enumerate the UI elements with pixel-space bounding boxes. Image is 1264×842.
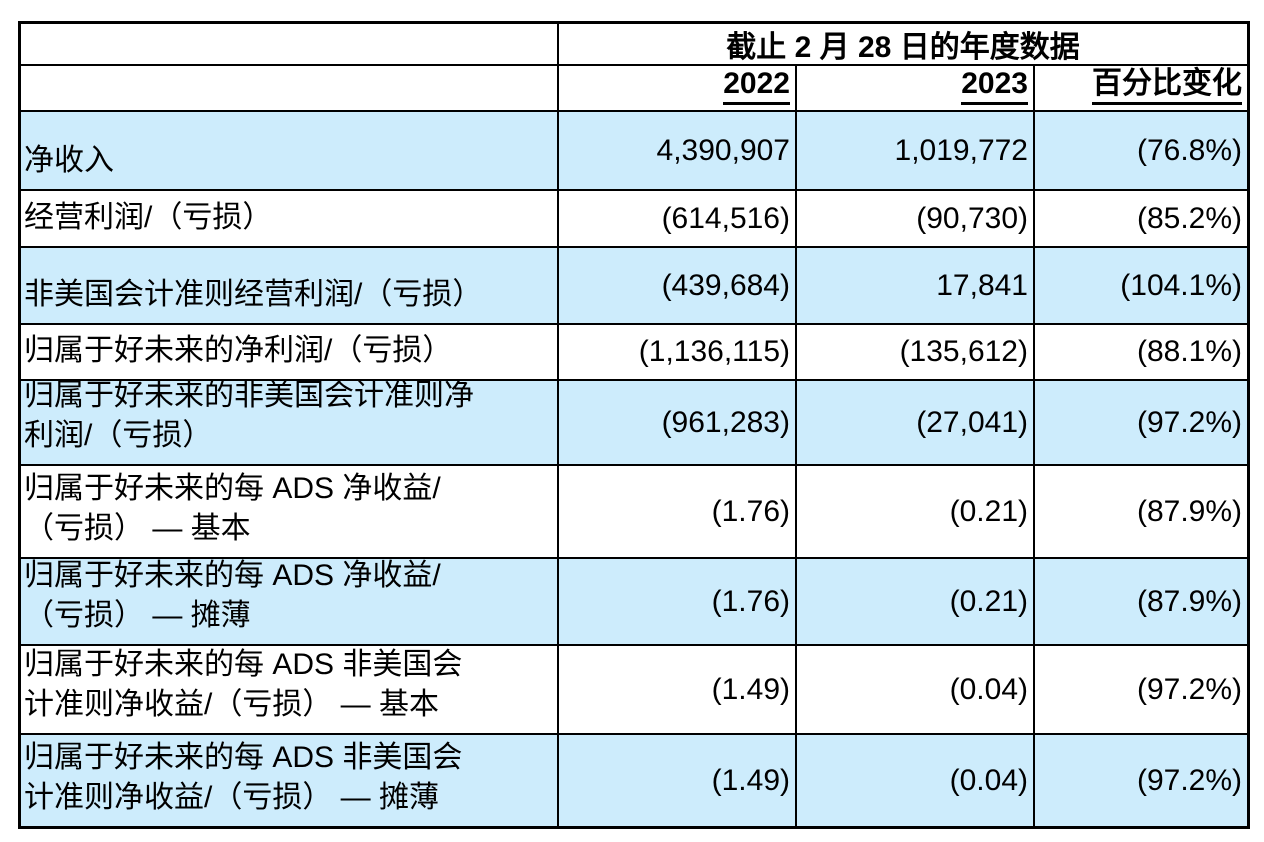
value-pct-change: (97.2%) [1136, 405, 1242, 439]
table-header-years-row: 2022 2023 百分比变化 [21, 66, 1247, 112]
value-pct-change: (88.1%) [1136, 335, 1242, 368]
row-label: 归属于好未来的每 ADS 非美国会 [24, 648, 463, 681]
value-2023: (0.21) [797, 559, 1035, 644]
value-2023: (27,041) [797, 381, 1035, 464]
table-row-net-revenue: 净收入 4,390,907 1,019,772 (76.8%) [21, 112, 1247, 191]
column-header-pct-change-label: 百分比变化 [1092, 67, 1242, 105]
value-pct-change: (76.8%) [1136, 133, 1242, 167]
value-2022: (1,136,115) [559, 325, 797, 379]
table-row-non-gaap-eps-diluted: 归属于好未来的每 ADS 非美国会 计准则净收益/（亏损） — 摊薄 (1.49… [21, 735, 1247, 826]
row-label-line2: （亏损） — 摊薄 [24, 599, 251, 632]
value-pct-change: (97.2%) [1136, 763, 1242, 797]
value-2022: (1.49) [559, 735, 797, 826]
row-label: 归属于好未来的每 ADS 非美国会 [24, 741, 463, 774]
value-2022: (1.76) [559, 559, 797, 644]
value-pct-change: (87.9%) [1136, 584, 1242, 618]
column-header-2023-label: 2023 [961, 67, 1028, 105]
row-label-cell: 归属于好未来的每 ADS 净收益/ （亏损） — 基本 [21, 466, 559, 557]
row-label-cell: 经营利润/（亏损） [21, 191, 559, 246]
period-title: 截止 2 月 28 日的年度数据 [726, 31, 1080, 64]
row-label: 归属于好未来的非美国会计准则净 [24, 381, 474, 412]
value-2023: (90,730) [797, 191, 1035, 246]
row-label: 非美国会计准则经营利润/（亏损） [24, 278, 483, 311]
table-row-non-gaap-net-loss-attributable: 归属于好未来的非美国会计准则净 利润/（亏损） (961,283) (27,04… [21, 381, 1247, 466]
value-pct-change: (97.2%) [1136, 672, 1242, 706]
value-2022: (614,516) [559, 191, 797, 246]
financial-results-table: 截止 2 月 28 日的年度数据 2022 2023 百分比变化 净收入 4,3… [18, 21, 1250, 829]
row-label-cell: 归属于好未来的每 ADS 非美国会 计准则净收益/（亏损） — 基本 [21, 646, 559, 733]
row-label-cell: 归属于好未来的净利润/（亏损） [21, 325, 559, 379]
row-label-cell: 净收入 [21, 112, 559, 189]
header-spacer-cell [21, 24, 559, 64]
table-row-eps-basic: 归属于好未来的每 ADS 净收益/ （亏损） — 基本 (1.76) (0.21… [21, 466, 1247, 559]
row-label-cell: 非美国会计准则经营利润/（亏损） [21, 248, 559, 323]
value-pct-change: (85.2%) [1136, 201, 1242, 235]
row-label: 经营利润/（亏损） [24, 201, 273, 234]
row-label-line2: （亏损） — 基本 [24, 512, 251, 545]
row-label-cell: 归属于好未来的每 ADS 非美国会 计准则净收益/（亏损） — 摊薄 [21, 735, 559, 826]
column-header-2022-label: 2022 [723, 67, 790, 105]
row-label: 归属于好未来的每 ADS 净收益/ [24, 559, 441, 592]
row-label-cell: 归属于好未来的非美国会计准则净 利润/（亏损） [21, 381, 559, 464]
column-header-2023: 2023 [797, 66, 1035, 110]
row-label: 归属于好未来的每 ADS 净收益/ [24, 472, 441, 505]
value-2023: 1,019,772 [797, 112, 1035, 189]
value-2023: (0.04) [797, 735, 1035, 826]
value-2023: 17,841 [797, 248, 1035, 323]
value-2022: 4,390,907 [559, 112, 797, 189]
value-2023: (0.21) [797, 466, 1035, 557]
value-2022: (1.49) [559, 646, 797, 733]
value-2022: (1.76) [559, 466, 797, 557]
row-label-line2: 计准则净收益/（亏损） — 基本 [24, 688, 440, 721]
table-row-operating-loss: 经营利润/（亏损） (614,516) (90,730) (85.2%) [21, 191, 1247, 248]
table-row-non-gaap-eps-basic: 归属于好未来的每 ADS 非美国会 计准则净收益/（亏损） — 基本 (1.49… [21, 646, 1247, 735]
row-label: 净收入 [24, 144, 114, 177]
value-pct-change: (104.1%) [1120, 268, 1242, 302]
row-label: 归属于好未来的净利润/（亏损） [24, 334, 453, 367]
value-pct-change: (87.9%) [1136, 494, 1242, 528]
table-row-eps-diluted: 归属于好未来的每 ADS 净收益/ （亏损） — 摊薄 (1.76) (0.21… [21, 559, 1247, 646]
value-2022: (961,283) [559, 381, 797, 464]
column-header-2022: 2022 [559, 66, 797, 110]
value-2023: (135,612) [797, 325, 1035, 379]
table-row-non-gaap-operating-loss: 非美国会计准则经营利润/（亏损） (439,684) 17,841 (104.1… [21, 248, 1247, 325]
row-label-line2: 计准则净收益/（亏损） — 摊薄 [24, 781, 440, 814]
value-2022: (439,684) [559, 248, 797, 323]
table-row-net-loss-attributable: 归属于好未来的净利润/（亏损） (1,136,115) (135,612) (8… [21, 325, 1247, 381]
value-2023: (0.04) [797, 646, 1035, 733]
table-header-period-row: 截止 2 月 28 日的年度数据 [21, 24, 1247, 66]
row-label-line2: 利润/（亏损） [24, 419, 213, 452]
row-label-cell: 归属于好未来的每 ADS 净收益/ （亏损） — 摊薄 [21, 559, 559, 644]
header-spacer-cell [21, 66, 559, 110]
column-header-pct-change: 百分比变化 [1035, 66, 1247, 110]
